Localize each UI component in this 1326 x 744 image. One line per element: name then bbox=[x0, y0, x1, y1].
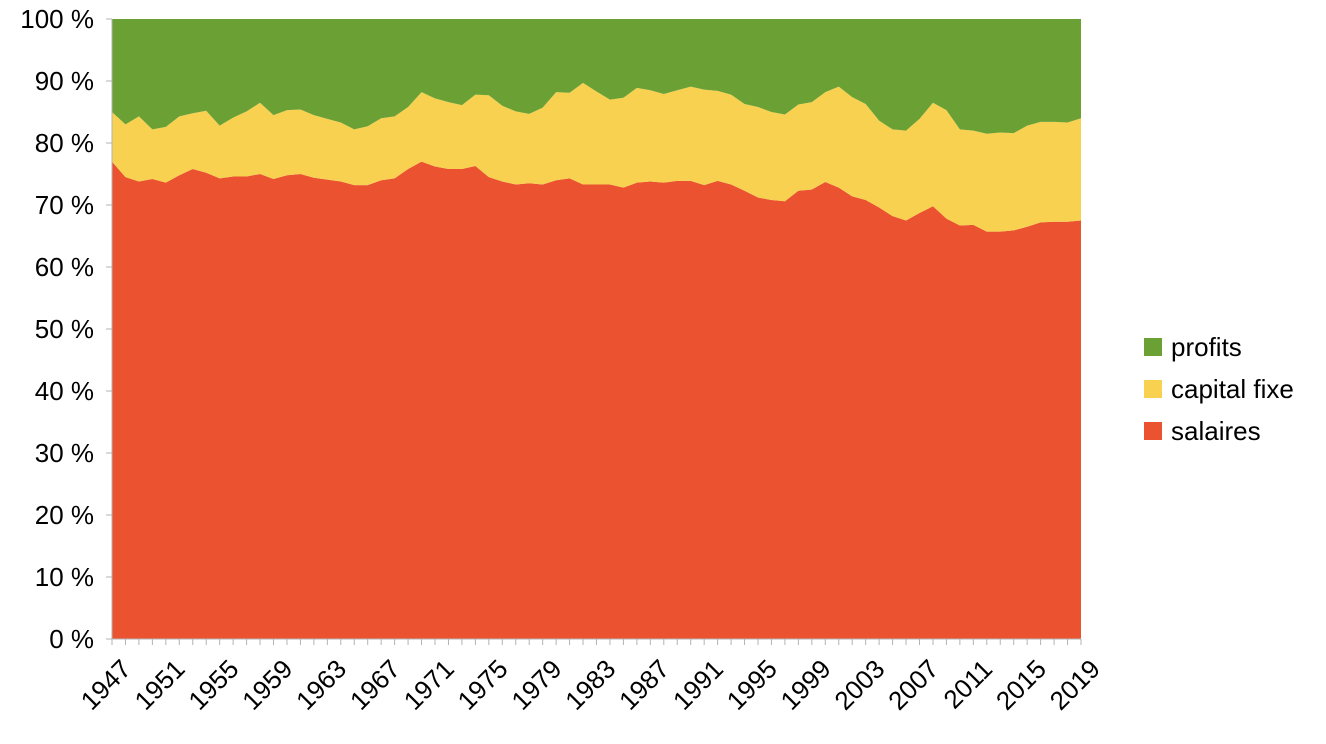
x-tick-label: 1967 bbox=[344, 654, 406, 716]
x-tick-label: 1979 bbox=[505, 654, 567, 716]
chart-axes bbox=[106, 18, 1082, 645]
x-axis-tick-labels: 1947195119551959196319671971197519791983… bbox=[75, 654, 1106, 716]
legend-label: profits bbox=[1171, 331, 1242, 362]
x-tick-label: 1975 bbox=[452, 654, 514, 716]
x-tick-label: 1947 bbox=[75, 654, 137, 716]
legend-label: capital fixe bbox=[1171, 373, 1294, 404]
x-tick-label: 1971 bbox=[398, 654, 460, 716]
area-salaires bbox=[112, 161, 1081, 639]
y-tick-label: 100 % bbox=[20, 4, 94, 34]
x-tick-label: 1995 bbox=[721, 654, 783, 716]
y-tick-label: 10 % bbox=[35, 562, 94, 592]
area-profits bbox=[112, 19, 1081, 134]
legend-item-profits: profits bbox=[1144, 326, 1294, 368]
y-tick-label: 90 % bbox=[35, 66, 94, 96]
x-tick-label: 1999 bbox=[775, 654, 837, 716]
legend-item-capital-fixe: capital fixe bbox=[1144, 368, 1294, 410]
x-tick-label: 2003 bbox=[828, 654, 890, 716]
x-tick-label: 2015 bbox=[990, 654, 1052, 716]
legend-label: salaires bbox=[1171, 415, 1261, 446]
x-tick-label: 2019 bbox=[1044, 654, 1106, 716]
y-tick-label: 60 % bbox=[35, 252, 94, 282]
area-capital-fixe bbox=[112, 82, 1081, 232]
chart-legend: profits capital fixe salaires bbox=[1144, 326, 1294, 452]
legend-item-salaires: salaires bbox=[1144, 410, 1294, 452]
y-tick-label: 30 % bbox=[35, 438, 94, 468]
x-tick-label: 1951 bbox=[129, 654, 191, 716]
y-tick-label: 50 % bbox=[35, 314, 94, 344]
chart-areas bbox=[112, 19, 1081, 639]
x-tick-label: 2011 bbox=[937, 654, 998, 715]
y-tick-label: 20 % bbox=[35, 500, 94, 530]
x-tick-label: 2007 bbox=[882, 654, 944, 716]
x-tick-label: 1991 bbox=[667, 654, 729, 716]
legend-swatch bbox=[1144, 338, 1162, 356]
x-tick-label: 1983 bbox=[559, 654, 621, 716]
x-tick-label: 1955 bbox=[182, 654, 244, 716]
x-tick-label: 1963 bbox=[290, 654, 352, 716]
x-tick-label: 1987 bbox=[613, 654, 675, 716]
y-axis-tick-labels: 0 % 10 % 20 % 30 % 40 % 50 % 60 % 70 % 80 % 90 % 1… bbox=[20, 4, 94, 654]
legend-swatch bbox=[1144, 380, 1162, 398]
legend-swatch bbox=[1144, 422, 1162, 440]
y-tick-label: 0 % bbox=[49, 624, 94, 654]
y-tick-label: 40 % bbox=[35, 376, 94, 406]
y-tick-label: 70 % bbox=[35, 190, 94, 220]
y-tick-label: 80 % bbox=[35, 128, 94, 158]
x-tick-label: 1959 bbox=[236, 654, 298, 716]
